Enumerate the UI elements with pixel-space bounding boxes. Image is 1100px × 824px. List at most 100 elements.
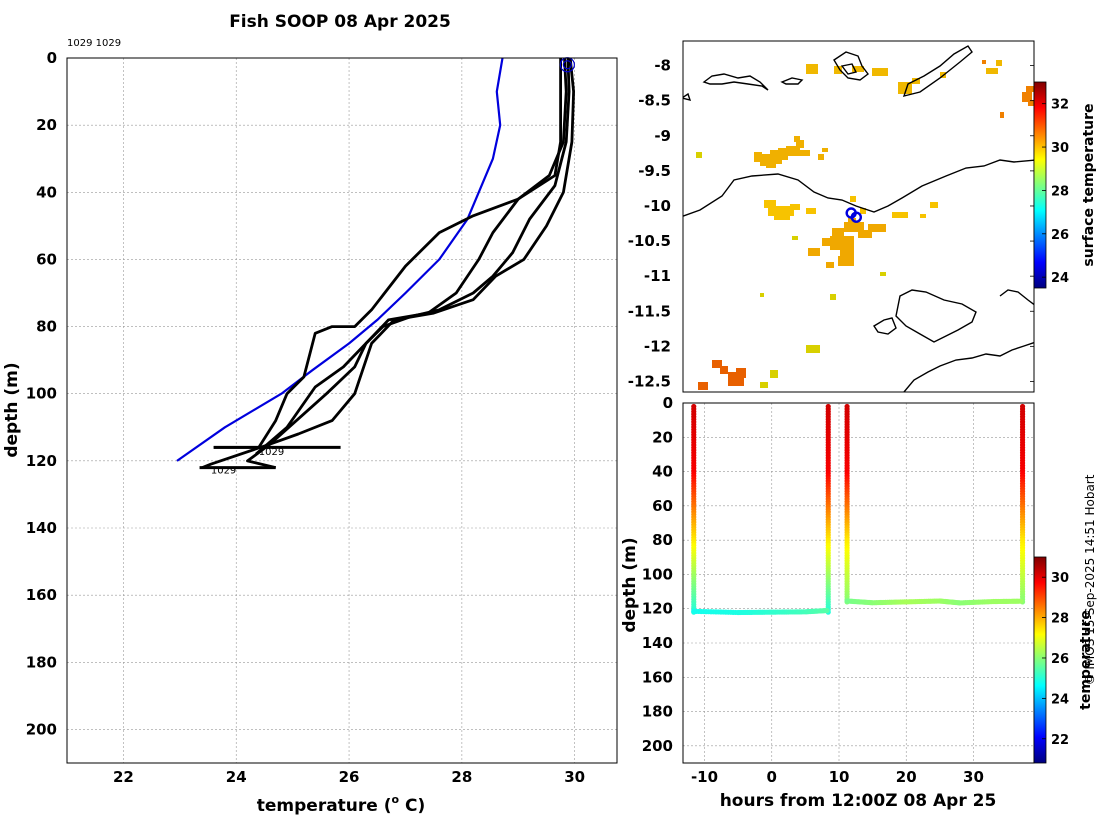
x-tick-label: 22 xyxy=(113,768,134,786)
x-tick-label: 24 xyxy=(226,768,247,786)
y-tick-label: 60 xyxy=(36,250,57,268)
coastline-island xyxy=(702,73,769,91)
x-tick-label: 26 xyxy=(339,768,360,786)
colorbar-tick-label: 24 xyxy=(1051,692,1069,707)
credit-text: © IMOS 15-Sep-2025 14:51 Hobart xyxy=(1083,474,1097,685)
map-colorbar-ticks: 24 26 28 30 32 xyxy=(1042,98,1069,286)
y-tick-label: 20 xyxy=(36,116,57,134)
sst-patch xyxy=(696,152,886,388)
profile-axes-frame xyxy=(66,57,618,764)
lat-tick-label: -8.5 xyxy=(638,92,671,110)
section-colorbar xyxy=(1033,556,1047,764)
x-tick-label: 30 xyxy=(963,768,984,786)
sst-patch xyxy=(808,218,886,268)
lat-tick-label: -9.5 xyxy=(638,162,671,180)
cast-label: 1029 xyxy=(211,465,236,476)
y-tick-label: 140 xyxy=(26,519,57,537)
coastline-tiwi xyxy=(895,289,977,343)
section-x-ticks: -10 0 10 20 30 xyxy=(691,768,984,786)
y-tick-label: 200 xyxy=(26,720,57,738)
profile-1-line xyxy=(213,58,562,449)
y-tick-label: 60 xyxy=(652,497,673,515)
xlabel-degree: o xyxy=(392,793,400,806)
map-panel: -8-8.5-9-9.5-10-10.5-11-11.5-12-12.5 128… xyxy=(628,40,1097,420)
coastline-island xyxy=(780,77,804,85)
profile-y-ticks: 0 20 40 60 80 100 120 140 160 180 200 xyxy=(26,49,57,738)
x-tick-label: 0 xyxy=(767,768,777,786)
profile-lines xyxy=(176,58,575,470)
coastline-tiwi xyxy=(873,317,897,335)
map-colorbar-label: surface temperature xyxy=(1081,103,1097,266)
y-tick-label: 40 xyxy=(36,183,57,201)
y-tick-label: 180 xyxy=(642,703,673,721)
x-tick-label: 28 xyxy=(451,768,472,786)
map-lat-ticks: -8 -8.5 -9 -9.5 -10 -10.5 -11 -11.5 -12 -12.5 xyxy=(628,57,1034,390)
coastline-arnhem xyxy=(999,289,1034,306)
xlabel-end: C) xyxy=(399,796,425,816)
colorbar-tick-label: 26 xyxy=(1051,652,1069,667)
sst-patches xyxy=(696,60,1034,390)
y-tick-label: 180 xyxy=(26,653,57,671)
y-tick-label: 160 xyxy=(26,586,57,604)
cast-id-label: 1029 1029 xyxy=(67,38,121,49)
profile-grid xyxy=(67,57,617,763)
x-tick-label: 10 xyxy=(829,768,850,786)
colorbar-tick-label: 28 xyxy=(1051,612,1069,627)
lat-tick-label: -12.5 xyxy=(628,372,671,390)
ship-track xyxy=(845,207,863,223)
section-panel: -10 0 10 20 30 0 20 40 60 80 100 120 140 160 180 200 h… xyxy=(620,394,1094,811)
y-tick-label: 80 xyxy=(36,318,57,336)
colorbar-tick-label: 28 xyxy=(1051,184,1069,199)
coastline-island xyxy=(840,63,858,75)
section-y-axis-label: depth (m) xyxy=(620,537,640,632)
sst-patch xyxy=(982,60,1034,118)
lat-tick-label: -11.5 xyxy=(628,302,671,320)
section-data xyxy=(691,403,1026,616)
coastline-mainland xyxy=(903,341,1034,392)
lat-tick-label: -9 xyxy=(654,127,671,145)
lat-tick-label: -10 xyxy=(644,197,671,215)
profile-2-line xyxy=(255,58,568,456)
profile-panel: 1029 1029 22 24 26 28 30 0 20 40 60 80 100 120 140 1… xyxy=(2,49,618,816)
y-tick-label: 40 xyxy=(652,463,673,481)
colorbar-tick-label: 30 xyxy=(1051,571,1069,586)
section-colorbar-label: temperature xyxy=(1078,610,1094,710)
colorbar-tick-label: 26 xyxy=(1051,228,1069,243)
map-colorbar xyxy=(1033,81,1047,289)
track-position xyxy=(850,211,863,223)
profile-cast-labels: 1029 1029 xyxy=(211,447,284,476)
x-tick-label: 20 xyxy=(896,768,917,786)
colorbar-tick-label: 32 xyxy=(1051,98,1069,113)
section-sample xyxy=(1018,598,1024,604)
coastline-island xyxy=(683,92,692,101)
y-tick-label: 200 xyxy=(642,737,673,755)
sst-patch xyxy=(764,196,938,220)
cast-label: 1029 xyxy=(259,447,284,458)
section-sample xyxy=(824,607,830,614)
section-y-ticks: 0 20 40 60 80 100 120 140 160 180 200 xyxy=(642,394,673,755)
lat-tick-label: -8 xyxy=(654,57,671,75)
y-tick-label: 100 xyxy=(26,385,57,403)
colorbar-tick-label: 24 xyxy=(1051,271,1069,286)
profile-y-axis-label: depth (m) xyxy=(2,362,22,457)
y-tick-label: 0 xyxy=(663,394,673,412)
figure-title: Fish SOOP 08 Apr 2025 xyxy=(229,12,451,32)
surface-marker-dot xyxy=(562,60,572,70)
lat-tick-label: -11 xyxy=(644,267,671,285)
coastline-timor xyxy=(683,159,1034,217)
sst-patch xyxy=(698,360,746,390)
colorbar-tick-label: 30 xyxy=(1051,141,1069,156)
y-tick-label: 80 xyxy=(652,531,673,549)
x-tick-label: 30 xyxy=(564,768,585,786)
y-tick-label: 160 xyxy=(642,668,673,686)
section-x-axis-label: hours from 12:00Z 08 Apr 25 xyxy=(720,791,997,811)
y-tick-label: 100 xyxy=(642,565,673,583)
y-tick-label: 120 xyxy=(26,452,57,470)
profile-x-ticks: 22 24 26 28 30 xyxy=(113,768,585,786)
y-tick-label: 120 xyxy=(642,600,673,618)
colorbar-tick-label: 22 xyxy=(1051,733,1069,748)
y-tick-label: 20 xyxy=(652,428,673,446)
lat-tick-label: -12 xyxy=(644,337,671,355)
coastline-island xyxy=(833,51,869,81)
